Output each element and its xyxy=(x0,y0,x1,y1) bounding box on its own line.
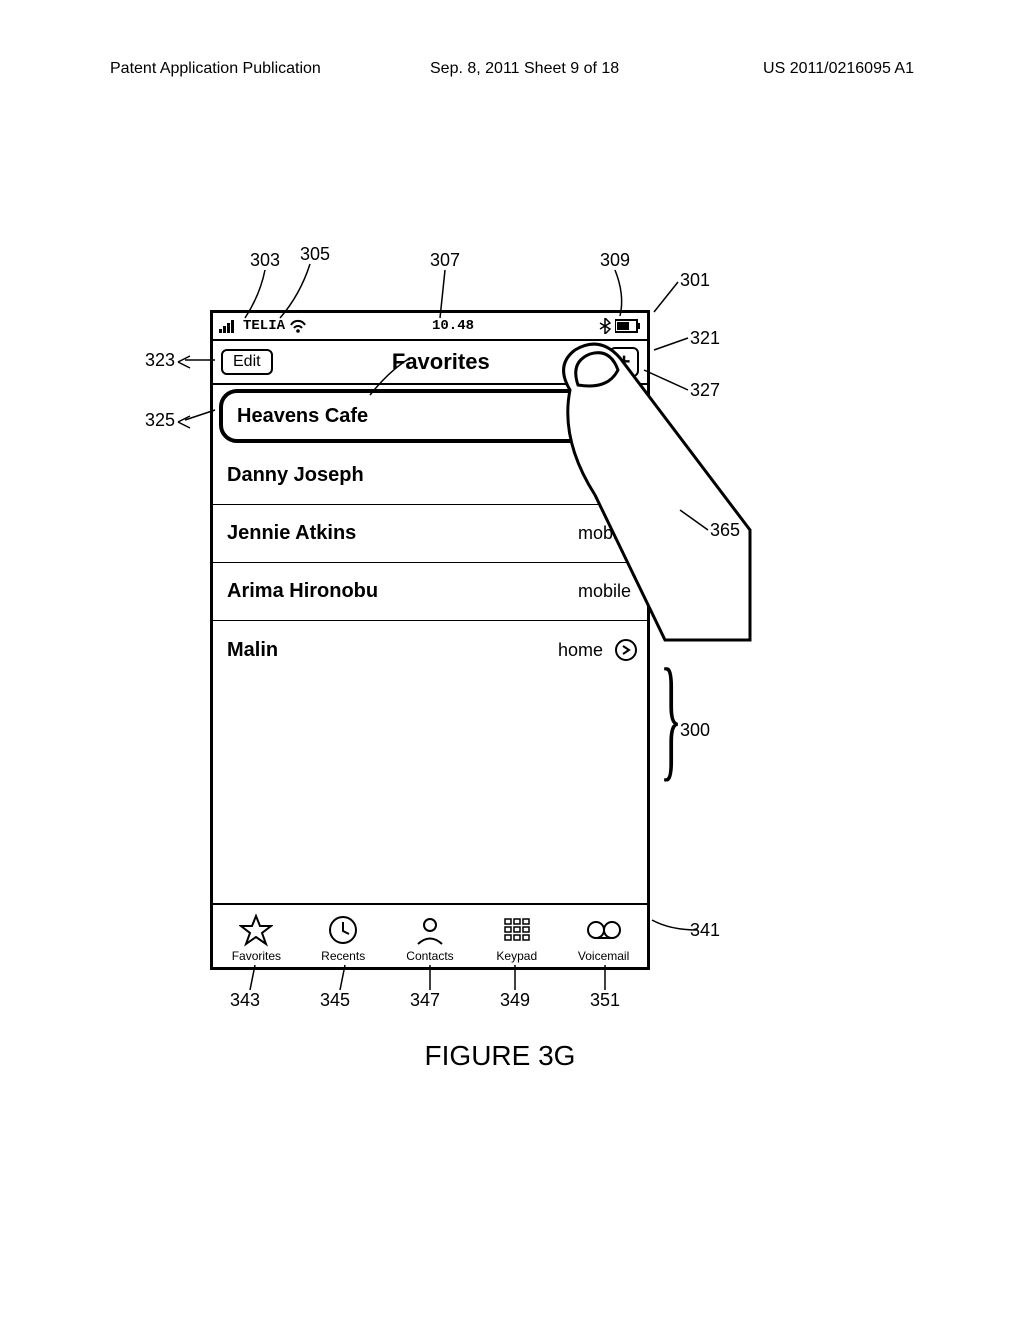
header-left: Patent Application Publication xyxy=(110,60,321,78)
figure-caption: FIGURE 3G xyxy=(150,1040,850,1072)
header-right: US 2011/0216095 A1 xyxy=(763,60,914,78)
brace-300: } xyxy=(660,637,682,796)
header-mid: Sep. 8, 2011 Sheet 9 of 18 xyxy=(430,60,619,78)
